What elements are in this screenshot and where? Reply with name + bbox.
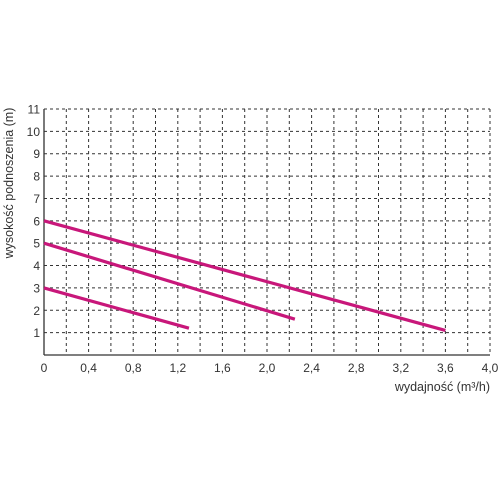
x-tick-label: 1,6	[214, 361, 231, 375]
y-tick-label: 8	[33, 170, 40, 184]
series-line	[43, 241, 296, 321]
series-line	[43, 219, 446, 332]
x-tick-label: 2,8	[348, 361, 365, 375]
y-tick-label: 11	[28, 103, 41, 117]
y-tick-label: 5	[33, 237, 40, 251]
x-tick-label: 2,4	[303, 361, 320, 375]
x-tick-label: 0	[41, 361, 48, 375]
grid	[43, 108, 491, 356]
y-tick-labels: 1 2 3 4 5 6 7 8 9 10 11	[27, 103, 41, 341]
y-tick-label: 7	[33, 192, 40, 206]
x-tick-label: 3,6	[437, 361, 454, 375]
x-tick-label: 4,0	[482, 361, 499, 375]
x-tick-label: 0,4	[80, 361, 97, 375]
series-lines	[43, 219, 446, 332]
x-tick-label: 2,0	[259, 361, 276, 375]
y-tick-label: 9	[33, 147, 40, 161]
y-tick-label: 6	[33, 214, 40, 228]
y-tick-label: 4	[33, 259, 40, 273]
x-tick-label: 1,2	[169, 361, 186, 375]
series-line	[43, 286, 190, 330]
y-tick-label: 3	[33, 281, 40, 295]
y-tick-label: 2	[33, 304, 40, 318]
y-tick-label: 10	[27, 125, 41, 139]
x-tick-label: 0,8	[125, 361, 142, 375]
x-tick-label: 3,2	[392, 361, 409, 375]
y-tick-label: 1	[33, 326, 40, 340]
y-axis-label: wysokość podnoszenia (m)	[2, 108, 16, 260]
x-axis-label: wydajność (m³/h)	[394, 380, 490, 394]
x-tick-labels: 0 0,4 0,8 1,2 1,6 2,0 2,4 2,8 3,2 3,6 4,0	[41, 361, 499, 375]
